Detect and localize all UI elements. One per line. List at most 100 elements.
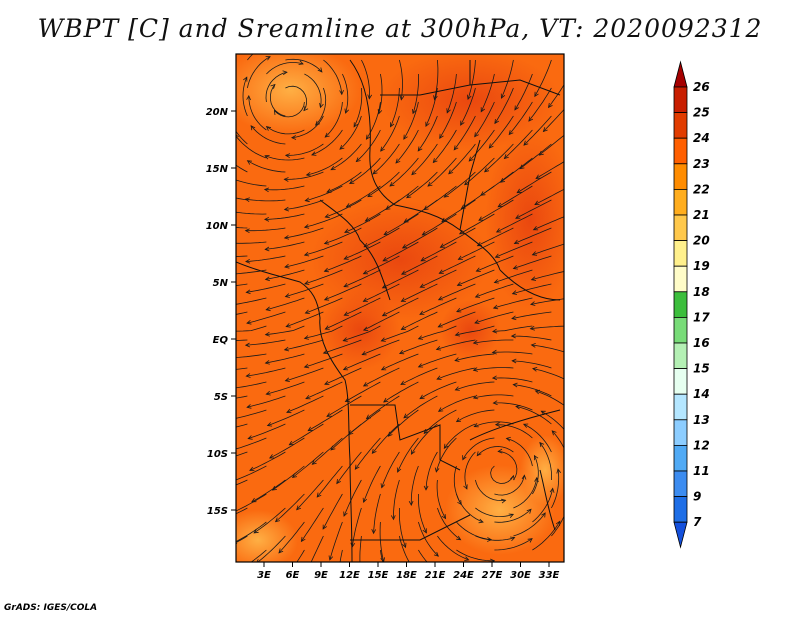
- streamline: [438, 283, 476, 301]
- streamline-arrow: [228, 175, 232, 179]
- streamline-arrow: [209, 460, 213, 464]
- streamline: [289, 423, 324, 446]
- streamline-arrow: [474, 132, 479, 138]
- colorbar-swatch: [673, 188, 688, 216]
- streamline: [236, 241, 267, 244]
- streamline: [403, 101, 419, 140]
- streamline: [395, 129, 419, 164]
- streamline-arrow: [344, 228, 350, 233]
- streamline: [457, 269, 495, 286]
- streamline-arrow: [382, 256, 388, 262]
- streamline: [324, 367, 362, 385]
- streamline: [265, 269, 305, 280]
- streamline: [339, 549, 343, 562]
- streamline: [514, 73, 533, 111]
- streamline-arrow: [512, 382, 518, 388]
- streamline: [427, 157, 457, 187]
- streamline: [264, 213, 305, 220]
- streamline: [246, 367, 286, 377]
- streamline: [516, 171, 552, 194]
- streamline-arrow: [285, 323, 291, 328]
- streamline: [468, 129, 495, 162]
- streamline: [513, 255, 552, 269]
- streamline: [381, 353, 419, 371]
- streamline-arrow: [227, 210, 231, 214]
- streamline-arrow: [362, 269, 369, 275]
- streamline: [296, 479, 324, 510]
- streamline: [246, 311, 286, 324]
- streamline: [312, 437, 343, 465]
- streamline: [236, 179, 267, 187]
- streamline-arrow: [390, 122, 395, 128]
- streamline: [401, 311, 438, 330]
- streamline-arrow: [583, 513, 587, 517]
- streamline: [236, 311, 248, 315]
- streamline: [566, 455, 571, 494]
- streamline: [467, 59, 476, 100]
- streamline-arrow: [244, 342, 251, 348]
- streamline-arrow: [264, 276, 271, 282]
- streamline-arrow: [208, 254, 212, 258]
- streamline: [236, 479, 248, 486]
- streamline: [494, 269, 533, 283]
- streamline-arrow: [362, 297, 368, 302]
- streamline: [325, 311, 362, 330]
- colorbar-label: 7: [693, 515, 702, 529]
- streamline: [511, 335, 552, 341]
- streamline-arrow: [336, 479, 341, 485]
- streamline-arrow: [457, 255, 463, 260]
- streamline: [435, 437, 457, 473]
- streamline: [419, 297, 457, 315]
- streamline-arrow: [474, 319, 480, 324]
- streamline: [456, 297, 495, 313]
- streamline-arrow: [244, 197, 250, 203]
- streamline: [285, 58, 323, 73]
- streamline-arrow: [323, 267, 329, 273]
- lon-label: 3E: [257, 570, 271, 581]
- streamline-arrow: [472, 340, 479, 345]
- streamline-arrow: [467, 94, 472, 101]
- streamline-arrow: [434, 467, 440, 473]
- streamline-arrow: [533, 454, 539, 461]
- streamline: [388, 409, 419, 437]
- streamline-arrow: [523, 140, 529, 146]
- colorbar-swatch: [673, 393, 688, 421]
- streamline: [379, 521, 385, 562]
- streamline: [324, 283, 362, 301]
- streamline-arrow: [540, 410, 546, 416]
- streamline-arrow: [283, 346, 290, 352]
- streamline: [236, 493, 267, 512]
- streamline: [371, 423, 400, 454]
- streamline: [248, 423, 286, 439]
- streamline: [438, 311, 476, 328]
- streamline-arrow: [343, 255, 349, 260]
- streamline-arrow: [380, 366, 387, 371]
- streamline: [265, 353, 305, 364]
- streamline-arrow: [326, 412, 332, 417]
- lon-label: 24E: [453, 570, 474, 581]
- streamline: [383, 381, 419, 403]
- streamline-arrow: [432, 158, 438, 164]
- streamline-arrow: [246, 404, 252, 409]
- streamline: [455, 325, 495, 336]
- streamline-arrow: [526, 508, 532, 514]
- streamline-arrow: [208, 286, 212, 290]
- streamline-arrow: [473, 422, 479, 428]
- streamline-arrow: [324, 132, 330, 138]
- streamline: [399, 339, 438, 354]
- streamline: [363, 255, 400, 275]
- streamline-arrow: [283, 177, 289, 182]
- streamline-arrow: [403, 134, 408, 140]
- streamline-arrow: [417, 363, 424, 368]
- streamline: [236, 255, 248, 257]
- streamline: [316, 465, 343, 498]
- streamline-arrow: [367, 94, 373, 100]
- streamline: [265, 71, 288, 103]
- colorbar-swatch: [673, 163, 688, 190]
- streamline-arrow: [399, 95, 405, 101]
- streamline-arrow: [456, 535, 462, 541]
- streamline: [236, 339, 248, 341]
- streamline: [500, 157, 533, 183]
- streamline-arrow: [532, 226, 539, 231]
- streamline-arrow: [534, 91, 539, 98]
